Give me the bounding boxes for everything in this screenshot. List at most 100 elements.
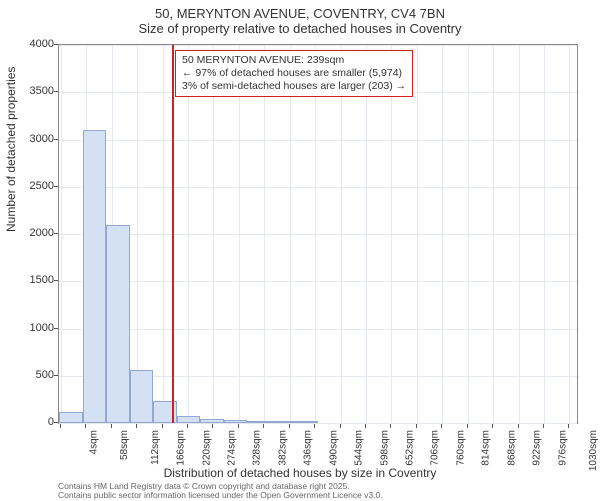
x-tick-mark <box>111 424 112 428</box>
x-tick-mark <box>263 424 264 428</box>
x-tick-label: 382sqm <box>277 430 288 466</box>
histogram-bar <box>177 416 201 423</box>
x-tick-label: 922sqm <box>532 430 543 466</box>
histogram-bar <box>59 412 83 423</box>
y-tick-mark <box>54 233 58 234</box>
grid-line-v <box>519 45 520 423</box>
footer-line2: Contains public sector information licen… <box>58 491 383 500</box>
x-tick-label: 868sqm <box>506 430 517 466</box>
x-tick-mark <box>85 424 86 428</box>
grid-line-v <box>239 45 240 423</box>
x-tick-mark <box>441 424 442 428</box>
y-tick-mark <box>54 186 58 187</box>
grid-line-v <box>569 45 570 423</box>
reference-line <box>172 45 174 423</box>
x-tick-label: 814sqm <box>481 430 492 466</box>
x-tick-label: 544sqm <box>354 430 365 466</box>
chart-subtitle: Size of property relative to detached ho… <box>0 21 600 40</box>
y-tick-label: 3000 <box>14 133 54 145</box>
grid-line-v <box>137 45 138 423</box>
x-tick-label: 490sqm <box>328 430 339 466</box>
y-tick-mark <box>54 422 58 423</box>
x-tick-label: 274sqm <box>227 430 238 466</box>
x-tick-label: 220sqm <box>201 430 212 466</box>
histogram-bar <box>294 421 318 423</box>
y-tick-label: 3500 <box>14 85 54 97</box>
x-tick-mark <box>162 424 163 428</box>
footer-attribution: Contains HM Land Registry data © Crown c… <box>58 482 383 501</box>
y-tick-mark <box>54 91 58 92</box>
x-tick-mark <box>390 424 391 428</box>
x-tick-mark <box>187 424 188 428</box>
x-tick-mark <box>543 424 544 428</box>
x-tick-mark <box>212 424 213 428</box>
histogram-bar <box>247 421 271 423</box>
x-tick-label: 58sqm <box>119 430 130 460</box>
annotation-box: 50 MERYNTON AVENUE: 239sqm← 97% of detac… <box>175 50 413 97</box>
x-tick-mark <box>365 424 366 428</box>
histogram-bar <box>200 419 224 423</box>
histogram-bar <box>224 420 248 423</box>
x-tick-mark <box>238 424 239 428</box>
grid-line-v <box>290 45 291 423</box>
x-tick-mark <box>60 424 61 428</box>
grid-line-v <box>442 45 443 423</box>
grid-line-v <box>366 45 367 423</box>
y-tick-mark <box>54 375 58 376</box>
x-tick-mark <box>416 424 417 428</box>
histogram-bar <box>130 370 154 423</box>
grid-line-v <box>315 45 316 423</box>
x-tick-label: 436sqm <box>303 430 314 466</box>
x-tick-mark <box>289 424 290 428</box>
x-tick-label: 598sqm <box>379 430 390 466</box>
x-tick-mark <box>136 424 137 428</box>
grid-line-v <box>341 45 342 423</box>
x-tick-label: 4sqm <box>88 430 99 454</box>
x-tick-mark <box>568 424 569 428</box>
y-tick-label: 2500 <box>14 180 54 192</box>
grid-line-v <box>264 45 265 423</box>
chart-title: 50, MERYNTON AVENUE, COVENTRY, CV4 7BN <box>0 0 600 21</box>
x-tick-label: 760sqm <box>455 430 466 466</box>
grid-line-v <box>493 45 494 423</box>
y-tick-mark <box>54 280 58 281</box>
y-tick-label: 500 <box>14 369 54 381</box>
x-tick-mark <box>518 424 519 428</box>
x-tick-mark <box>314 424 315 428</box>
x-tick-label: 652sqm <box>405 430 416 466</box>
y-tick-label: 2000 <box>14 227 54 239</box>
x-tick-label: 328sqm <box>252 430 263 466</box>
grid-line-v <box>163 45 164 423</box>
plot-area: 50 MERYNTON AVENUE: 239sqm← 97% of detac… <box>58 44 578 424</box>
y-tick-label: 0 <box>14 416 54 428</box>
x-tick-label: 976sqm <box>557 430 568 466</box>
grid-line-v <box>468 45 469 423</box>
annotation-line: 3% of semi-detached houses are larger (2… <box>182 80 406 93</box>
annotation-line: ← 97% of detached houses are smaller (5,… <box>182 67 406 80</box>
y-tick-mark <box>54 328 58 329</box>
grid-line-v <box>188 45 189 423</box>
grid-line-v <box>417 45 418 423</box>
x-tick-label: 112sqm <box>150 430 161 465</box>
x-tick-label: 166sqm <box>176 430 187 466</box>
x-tick-label: 706sqm <box>430 430 441 466</box>
grid-line-v <box>61 45 62 423</box>
y-tick-label: 1500 <box>14 274 54 286</box>
histogram-bar <box>106 225 130 423</box>
x-tick-mark <box>340 424 341 428</box>
y-tick-label: 4000 <box>14 38 54 50</box>
x-axis-label: Distribution of detached houses by size … <box>0 466 600 480</box>
x-tick-label: 1030sqm <box>588 430 599 471</box>
y-tick-label: 1000 <box>14 322 54 334</box>
grid-line-v <box>391 45 392 423</box>
annotation-line: 50 MERYNTON AVENUE: 239sqm <box>182 54 406 67</box>
y-tick-mark <box>54 44 58 45</box>
grid-line-v <box>213 45 214 423</box>
histogram-bar <box>83 130 107 423</box>
grid-line-v <box>544 45 545 423</box>
histogram-bar <box>271 421 295 423</box>
x-tick-mark <box>467 424 468 428</box>
x-tick-mark <box>492 424 493 428</box>
chart-container: 50, MERYNTON AVENUE, COVENTRY, CV4 7BN S… <box>0 0 600 500</box>
y-tick-mark <box>54 139 58 140</box>
